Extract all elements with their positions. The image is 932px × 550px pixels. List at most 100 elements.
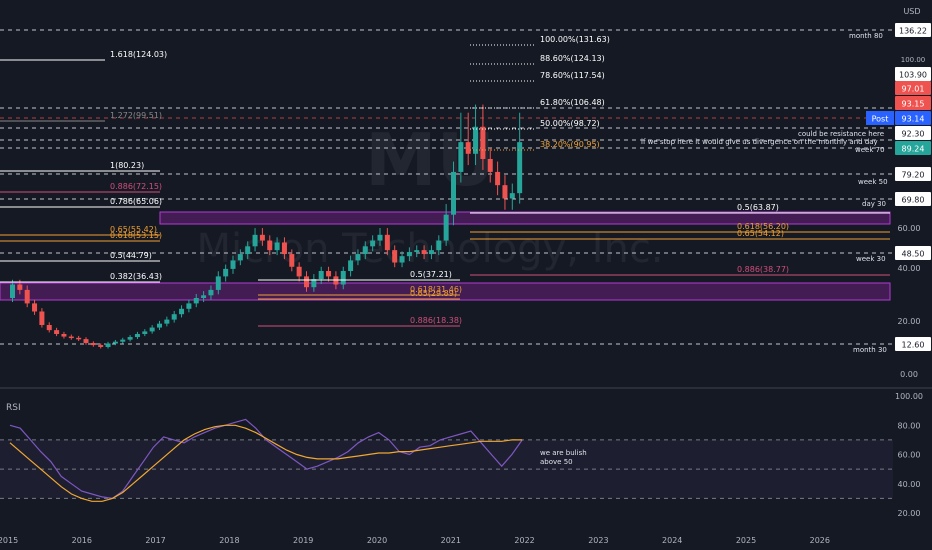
candle-body: [186, 303, 192, 309]
fib-label-8: 0.5(44.79): [110, 251, 152, 260]
price-tag-text-8: 79.20: [902, 171, 925, 180]
candle-body: [223, 268, 229, 277]
x-axis-tick-2025: 2025: [736, 536, 756, 545]
x-axis-tick-2020: 2020: [367, 536, 387, 545]
candle-body: [112, 341, 118, 344]
candle-body: [348, 260, 354, 271]
fib-label-16: 78.60%(117.54): [540, 71, 605, 80]
rsi-axis-tick-2: 80.00: [898, 421, 921, 430]
candle-body: [355, 254, 361, 261]
level-label-3: if we stop here it would give us diverge…: [641, 138, 878, 146]
price-tag-text-7: 89.24: [902, 145, 925, 154]
price-tag-text-10: 48.50: [902, 250, 925, 259]
x-axis-tick-2016: 2016: [72, 536, 92, 545]
fib-label-9: 0.382(36.43): [110, 272, 162, 281]
candle-body: [473, 126, 479, 154]
candle-body: [68, 336, 74, 339]
fib-label-21: 0.618(56.20): [737, 222, 789, 231]
price-tag-text-9: 69.80: [902, 196, 925, 205]
price-tag-11: [895, 337, 931, 351]
candle-body: [46, 325, 52, 331]
rsi-axis-tick-1: 100.00: [895, 392, 923, 401]
price-tag-8: [895, 167, 931, 181]
candle-body: [90, 342, 96, 346]
support-zone-2: [0, 282, 891, 301]
candle-body: [179, 308, 185, 315]
price-tag-6: [895, 126, 931, 140]
price-tag-10: [895, 246, 931, 260]
price-axis-tick-1: 0.00: [900, 370, 918, 379]
candle-body: [311, 279, 317, 288]
candle-body: [149, 327, 155, 332]
candle-body: [83, 339, 89, 343]
fib-label-6: 0.65(55.42): [110, 225, 157, 234]
x-axis-tick-2019: 2019: [293, 536, 313, 545]
level-label-1: month 80: [849, 32, 883, 40]
candle-body: [230, 260, 236, 269]
candle-body: [340, 271, 346, 285]
fib-label-19: 38.20%(90.95): [540, 140, 600, 149]
candle-body: [171, 314, 177, 320]
candle-body: [362, 246, 368, 255]
rsi-axis-tick-3: 60.00: [898, 451, 921, 460]
price-tag-9: [895, 192, 931, 206]
price-tag-1: [895, 23, 931, 37]
price-tag-7: [895, 141, 931, 155]
fib-label-20: 0.5(63.87): [737, 203, 779, 212]
price-tag-text-5: 93.14: [902, 115, 925, 124]
rsi-axis-tick-5: 20.00: [898, 509, 921, 518]
candle-body: [245, 246, 251, 255]
candle-body: [451, 171, 456, 215]
post-tag-text: Post: [872, 115, 889, 124]
candle-body: [105, 343, 111, 347]
candle-body: [428, 250, 434, 255]
candle-body: [436, 240, 442, 251]
price-tag-text-1: 136.22: [899, 27, 927, 36]
level-label-6: day 30: [862, 200, 886, 208]
fib-label-5: 0.786(65.06): [110, 197, 162, 206]
candle-body: [142, 331, 148, 334]
price-tag-text-3: 97.01: [902, 85, 925, 94]
fib-label-7: 0.618(53.15): [110, 231, 162, 240]
level-label-7: week 30: [856, 255, 886, 263]
candle-body: [134, 333, 140, 338]
fib-label-18: 50.00%(98.72): [540, 119, 600, 128]
candle-body: [370, 240, 376, 247]
candle-body: [10, 284, 15, 298]
candle-body: [399, 256, 405, 263]
fib-label-2: 1.272(99.51): [110, 111, 162, 120]
candle-body: [98, 345, 104, 347]
x-axis-tick-2018: 2018: [219, 536, 239, 545]
candle-body: [259, 234, 265, 241]
rsi-band-fill: [0, 439, 893, 499]
price-axis-tick-4: 60.00: [898, 224, 921, 233]
x-axis-tick-2023: 2023: [588, 536, 608, 545]
candle-body: [502, 185, 508, 199]
rsi-title: RSI: [6, 403, 21, 413]
candle-body: [120, 339, 126, 342]
price-tag-5: [895, 111, 931, 125]
rsi-axis-tick-4: 40.00: [898, 480, 921, 489]
candle-body: [289, 254, 295, 267]
watermark-company: Micron Technology, Inc.: [196, 226, 663, 272]
partial-price-tag: 100.00: [901, 56, 926, 64]
candle-body: [495, 171, 501, 186]
candle-body: [76, 337, 82, 340]
candle-body: [17, 284, 23, 290]
price-tag-text-11: 12.60: [902, 341, 925, 350]
candle-body: [421, 250, 427, 255]
currency-label: USD: [903, 7, 920, 16]
fib-label-15: 88.60%(124.13): [540, 54, 605, 63]
price-tag-3: [895, 81, 931, 95]
candle-body: [384, 234, 390, 251]
candle-body: [318, 271, 324, 280]
price-tag-text-2: 103.90: [899, 71, 927, 80]
candle-body: [443, 214, 449, 241]
price-axis-tick-2: 20.00: [898, 317, 921, 326]
candle-body: [480, 126, 486, 159]
level-label-4: week 70: [855, 146, 885, 154]
x-axis-tick-2015: 2015: [0, 536, 18, 545]
price-axis-tick-3: 40.00: [898, 264, 921, 273]
candle-body: [32, 303, 38, 312]
